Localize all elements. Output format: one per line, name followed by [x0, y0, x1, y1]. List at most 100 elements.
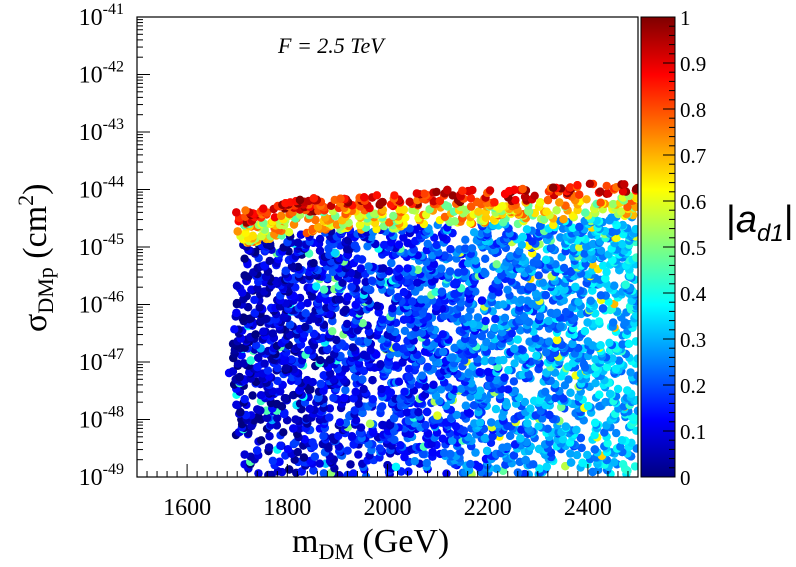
scatter-point	[610, 458, 619, 467]
scatter-point	[492, 464, 501, 473]
scatter-point	[572, 450, 582, 460]
scatter-point	[368, 376, 377, 385]
scatter-point	[279, 428, 288, 437]
scatter-point	[262, 314, 271, 324]
scatter-point	[420, 189, 429, 198]
scatter-point	[541, 348, 551, 357]
scatter-point	[358, 375, 367, 384]
scatter-point	[501, 460, 510, 469]
scatter-point	[525, 282, 534, 291]
scatter-point	[534, 422, 543, 431]
scatter-point	[552, 308, 562, 318]
scatter-point	[303, 298, 312, 308]
scatter-point	[404, 467, 413, 476]
scatter-point	[605, 338, 614, 347]
scatter-point	[365, 419, 375, 428]
scatter-point	[240, 395, 249, 404]
scatter-point	[461, 401, 471, 410]
scatter-point	[517, 295, 526, 305]
scatter-point	[535, 312, 545, 321]
scatter-point	[350, 241, 360, 250]
scatter-point	[259, 204, 268, 213]
scatter-point	[476, 418, 485, 427]
scatter-point	[482, 337, 491, 347]
scatter-point	[586, 296, 595, 305]
scatter-point	[633, 406, 638, 415]
scatter-point	[392, 342, 401, 352]
scatter-point	[499, 300, 508, 309]
scatter-point	[517, 345, 526, 354]
scatter-point	[335, 295, 344, 304]
scatter-point	[633, 354, 638, 363]
scatter-point	[630, 462, 638, 471]
scatter-point	[372, 301, 382, 311]
scatter-point	[618, 460, 628, 469]
scatter-point	[612, 428, 621, 438]
scatter-point	[353, 254, 362, 263]
scatter-point	[467, 244, 477, 253]
scatter-point	[250, 308, 260, 317]
scatter-point	[491, 404, 501, 414]
scatter-point	[532, 351, 541, 360]
scatter-point	[598, 304, 608, 313]
scatter-point	[250, 295, 259, 305]
scatter-point	[437, 287, 447, 296]
scatter-point	[503, 385, 513, 394]
scatter-point	[442, 469, 451, 477]
scatter-point	[437, 264, 446, 273]
scatter-point	[631, 337, 638, 346]
scatter-point	[265, 256, 274, 266]
scatter-point	[305, 404, 314, 413]
scatter-point	[375, 444, 385, 453]
scatter-point	[312, 282, 321, 291]
scatter-point	[377, 315, 387, 324]
scatter-point	[583, 450, 592, 460]
scatter-point	[341, 385, 350, 395]
scatter-point	[591, 418, 600, 427]
scatter-point	[255, 303, 264, 312]
scatter-point	[461, 235, 470, 244]
scatter-point	[575, 190, 584, 199]
scatter-point	[477, 296, 487, 305]
scatter-point	[522, 225, 532, 234]
scatter-point	[577, 443, 586, 453]
scatter-point	[474, 207, 483, 216]
scatter-point	[422, 407, 432, 417]
scatter-point	[396, 441, 405, 450]
scatter-point	[438, 434, 447, 443]
scatter-point	[503, 442, 512, 452]
scatter-point	[387, 258, 396, 268]
scatter-point	[529, 460, 538, 469]
scatter-point	[296, 301, 306, 310]
scatter-point	[309, 329, 319, 339]
scatter-point	[509, 377, 519, 386]
scatter-point	[591, 355, 600, 364]
scatter-point	[600, 428, 609, 437]
scatter-point	[477, 332, 486, 341]
scatter-point	[319, 285, 329, 294]
scatter-point	[446, 245, 455, 254]
scatter-point	[418, 371, 427, 380]
scatter-point	[518, 232, 527, 242]
scatter-point	[445, 267, 455, 276]
scatter-point	[469, 401, 479, 410]
scatter-point	[596, 198, 605, 207]
scatter-point	[463, 407, 473, 417]
scatter-point	[526, 404, 535, 413]
scatter-point	[422, 458, 431, 468]
scatter-point	[439, 347, 448, 357]
scatter-point	[236, 407, 245, 417]
scatter-point	[391, 361, 401, 370]
scatter-point	[281, 363, 291, 373]
scatter-point	[342, 319, 352, 329]
scatter-point	[347, 432, 357, 441]
scatter-point	[319, 469, 329, 477]
scatter-point	[545, 410, 554, 420]
scatter-point	[452, 410, 461, 420]
scatter-point	[547, 243, 556, 252]
scatter-point	[464, 368, 474, 377]
scatter-point	[523, 296, 532, 305]
scatter-point	[536, 198, 545, 207]
scatter-point	[251, 330, 260, 339]
scatter-point	[412, 189, 421, 198]
